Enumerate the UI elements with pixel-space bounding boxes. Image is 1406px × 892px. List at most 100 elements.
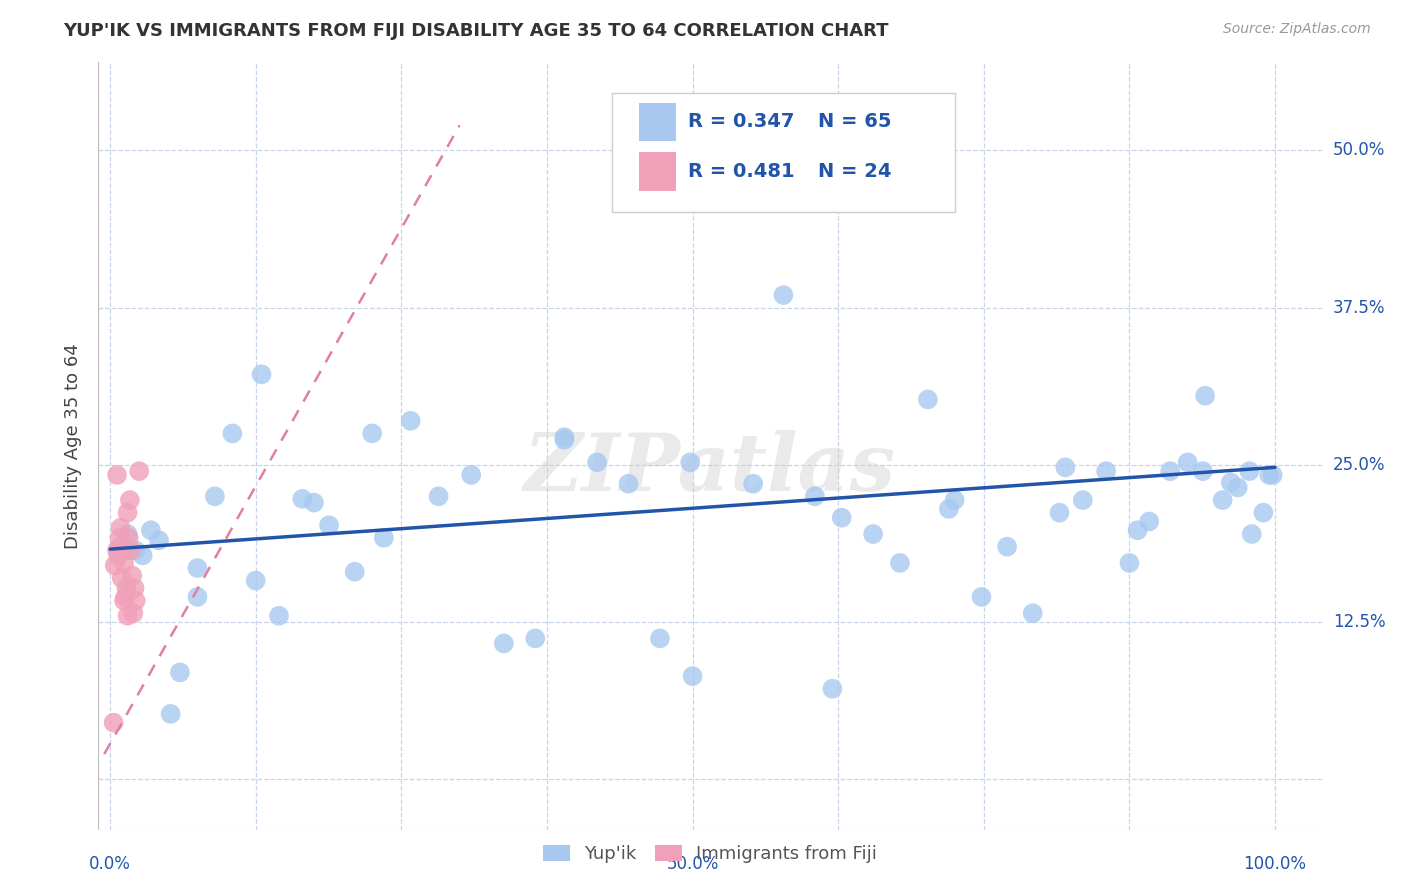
Point [186, 590, 208, 604]
Point [159, 706, 181, 721]
Point [204, 489, 226, 503]
Point [107, 549, 129, 563]
Point [117, 608, 139, 623]
Point [1226, 481, 1249, 495]
Text: YUP'IK VS IMMIGRANTS FROM FIJI DISABILITY AGE 35 TO 64 CORRELATION CHART: YUP'IK VS IMMIGRANTS FROM FIJI DISABILIT… [63, 22, 889, 40]
Point [710, 191, 733, 205]
Point [118, 493, 141, 508]
Point [105, 543, 128, 558]
Point [302, 495, 325, 509]
Text: R = 0.347: R = 0.347 [688, 112, 794, 131]
Text: Source: ZipAtlas.com: Source: ZipAtlas.com [1223, 22, 1371, 37]
Text: 50.0%: 50.0% [666, 855, 718, 872]
Point [291, 491, 314, 506]
Point [742, 476, 765, 491]
Point [1194, 389, 1216, 403]
Point [1239, 464, 1261, 478]
Point [1118, 556, 1140, 570]
Point [943, 493, 966, 508]
Point [121, 568, 143, 582]
Point [772, 288, 794, 302]
Point [128, 464, 150, 478]
Point [250, 368, 273, 382]
Y-axis label: Disability Age 35 to 64: Disability Age 35 to 64 [65, 343, 83, 549]
Point [343, 565, 366, 579]
Point [139, 523, 162, 537]
Point [115, 581, 138, 595]
Point [111, 543, 134, 558]
Point [221, 426, 243, 441]
Point [114, 590, 136, 604]
Point [648, 632, 671, 646]
Point [970, 590, 993, 604]
Point [131, 549, 153, 563]
Point [1240, 527, 1263, 541]
Text: 50.0%: 50.0% [1333, 142, 1385, 160]
Point [111, 571, 134, 585]
Point [169, 665, 191, 680]
Point [110, 540, 132, 554]
Point [122, 607, 145, 621]
Point [117, 527, 139, 541]
Point [117, 506, 139, 520]
Point [120, 543, 142, 558]
Point [524, 632, 547, 646]
Text: R = 0.481: R = 0.481 [688, 162, 794, 181]
Point [821, 681, 844, 696]
Point [862, 527, 884, 541]
Point [492, 636, 515, 650]
Point [118, 531, 141, 545]
Point [1261, 467, 1284, 482]
Point [1253, 506, 1275, 520]
Point [1054, 460, 1077, 475]
Point [1126, 523, 1149, 537]
FancyBboxPatch shape [640, 103, 676, 141]
Point [682, 669, 704, 683]
FancyBboxPatch shape [612, 93, 955, 212]
Point [995, 540, 1018, 554]
Text: 0.0%: 0.0% [89, 855, 131, 872]
Text: N = 24: N = 24 [818, 162, 891, 181]
Point [1071, 493, 1094, 508]
Point [112, 593, 135, 607]
Point [112, 556, 135, 570]
Point [831, 510, 853, 524]
Point [373, 531, 395, 545]
Point [1258, 467, 1281, 482]
Text: ZIPatlas: ZIPatlas [524, 430, 896, 508]
Text: N = 65: N = 65 [818, 112, 891, 131]
Point [1219, 475, 1241, 490]
Point [460, 467, 482, 482]
Point [553, 433, 575, 447]
Point [267, 608, 290, 623]
Point [125, 543, 148, 558]
Legend: Yup'ik, Immigrants from Fiji: Yup'ik, Immigrants from Fiji [536, 838, 884, 871]
Point [110, 521, 132, 535]
Point [1095, 464, 1118, 478]
Point [1212, 493, 1234, 508]
Point [804, 489, 827, 503]
Point [1191, 464, 1213, 478]
Point [586, 455, 609, 469]
Text: 12.5%: 12.5% [1333, 613, 1385, 631]
Point [617, 476, 640, 491]
Point [148, 533, 170, 548]
Point [553, 430, 575, 444]
Text: 100.0%: 100.0% [1243, 855, 1306, 872]
Point [108, 531, 131, 545]
Text: 25.0%: 25.0% [1333, 456, 1385, 474]
Point [1177, 455, 1199, 469]
Point [1159, 464, 1181, 478]
Point [186, 561, 208, 575]
Point [318, 518, 340, 533]
Point [399, 414, 422, 428]
Point [917, 392, 939, 407]
Point [679, 455, 702, 469]
Point [103, 715, 125, 730]
Point [938, 501, 960, 516]
Point [361, 426, 384, 441]
Point [1049, 506, 1071, 520]
Point [245, 574, 267, 588]
Point [124, 581, 146, 595]
Text: 37.5%: 37.5% [1333, 299, 1385, 317]
